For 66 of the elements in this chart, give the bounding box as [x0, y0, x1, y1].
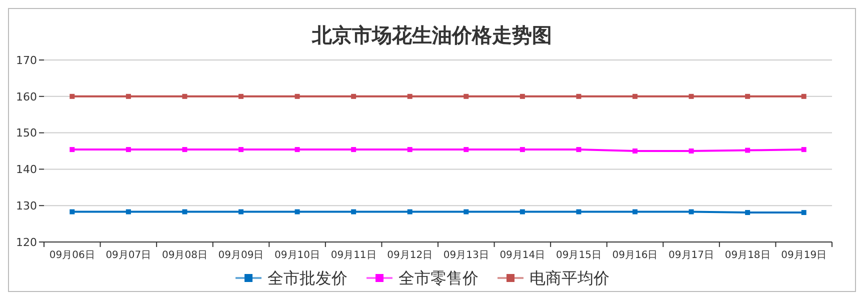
point [294, 147, 300, 152]
y-tick-label: 160 [16, 90, 37, 104]
point [238, 147, 244, 152]
point [745, 94, 750, 99]
point [520, 209, 525, 214]
x-tick-label: 09月11日 [330, 250, 376, 261]
point [294, 94, 300, 99]
point [688, 209, 694, 214]
point [351, 147, 356, 152]
y-tick-label: 120 [16, 236, 37, 249]
point [407, 94, 412, 99]
x-tick-label: 09月09日 [218, 250, 264, 261]
point [70, 209, 75, 214]
y-tick-label: 140 [16, 163, 37, 176]
y-tick-label: 150 [16, 126, 37, 140]
point [126, 209, 131, 214]
x-tick-label: 09月07日 [106, 250, 152, 261]
x-tick-label: 09月10日 [274, 250, 320, 261]
point [126, 147, 131, 152]
point [632, 148, 638, 154]
point [351, 209, 356, 214]
point [801, 94, 806, 99]
point [407, 209, 412, 214]
x-tick-label: 09月08日 [162, 250, 208, 261]
point [126, 94, 131, 99]
chart-title: 北京市场花生油价格走势图 [311, 23, 552, 47]
point [238, 209, 244, 214]
point [182, 147, 188, 152]
point [294, 209, 300, 214]
point [801, 147, 806, 152]
x-tick-label: 09月19日 [781, 250, 827, 261]
point [182, 94, 188, 99]
y-tick-label: 130 [16, 199, 37, 212]
point [464, 94, 469, 99]
x-tick-label: 09月17日 [668, 250, 714, 261]
point [70, 94, 75, 99]
point [238, 94, 244, 99]
point [576, 147, 582, 152]
legend-label: 全市零售价 [398, 268, 478, 288]
point [464, 147, 469, 152]
point [407, 147, 412, 152]
point [520, 147, 525, 152]
point [745, 148, 750, 153]
point [351, 94, 356, 99]
point [632, 209, 638, 214]
point [464, 209, 469, 214]
x-tick-label: 09月06日 [49, 250, 95, 261]
x-tick-label: 09月12日 [387, 250, 433, 261]
legend-label: 电商平均价 [530, 268, 610, 288]
point [688, 148, 694, 154]
point [632, 94, 638, 99]
x-tick-label: 09月13日 [443, 250, 489, 261]
point [801, 210, 806, 216]
x-tick-label: 09月16日 [612, 250, 658, 261]
point [70, 147, 75, 152]
point [576, 209, 582, 214]
point [745, 210, 750, 216]
point [576, 94, 582, 99]
x-tick-label: 09月18日 [724, 250, 770, 261]
legend-label: 全市批发价 [268, 268, 348, 288]
point [520, 94, 525, 99]
x-tick-label: 09月14日 [500, 250, 546, 261]
point [688, 94, 694, 99]
point [182, 209, 188, 214]
x-tick-label: 09月15日 [556, 250, 602, 261]
y-tick-label: 170 [16, 54, 37, 67]
